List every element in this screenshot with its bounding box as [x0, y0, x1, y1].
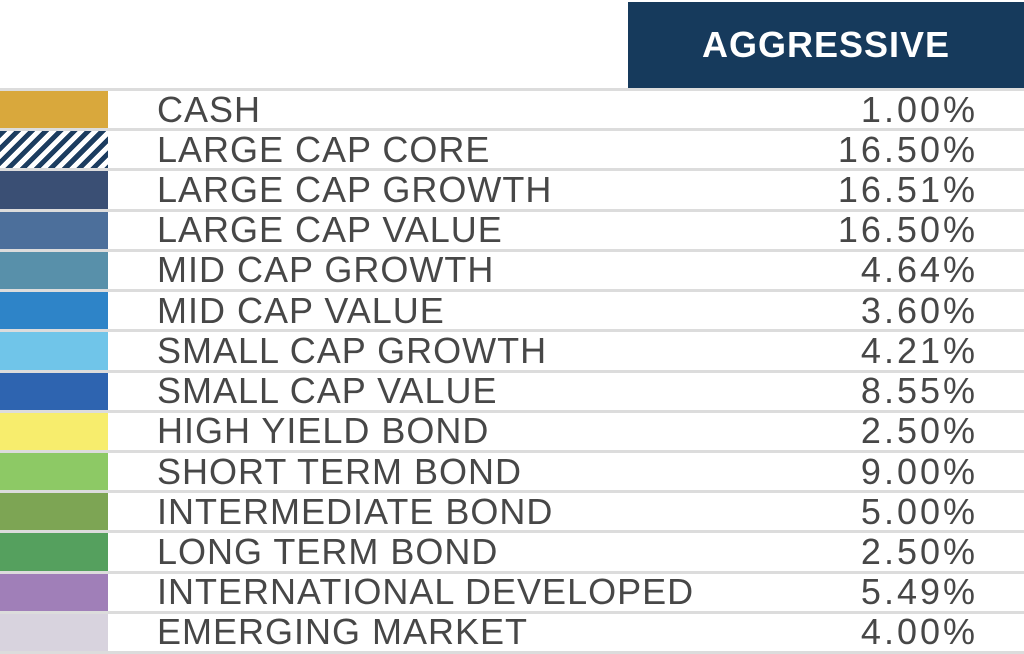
color-swatch-medium-slate-blue	[0, 211, 108, 249]
color-swatch-light-lavender	[0, 613, 108, 652]
allocation-percentage: 2.50%	[860, 410, 978, 452]
allocation-percentage: 4.64%	[860, 249, 978, 291]
allocation-percentage: 16.51%	[837, 169, 978, 211]
header-spacer	[0, 0, 628, 88]
table-row: MID CAP GROWTH 4.64%	[0, 248, 1024, 291]
asset-class-label: SHORT TERM BOND	[157, 450, 523, 492]
color-swatch-sky-blue	[0, 332, 108, 370]
asset-class-label: INTERMEDIATE BOND	[157, 490, 554, 532]
asset-class-label: EMERGING MARKET	[157, 611, 529, 653]
table-row: LONG TERM BOND 2.50%	[0, 530, 1024, 573]
table-row: SMALL CAP VALUE 8.55%	[0, 369, 1024, 412]
table-row: INTERNATIONAL DEVELOPED 5.49%	[0, 570, 1024, 613]
asset-class-label: LARGE CAP GROWTH	[157, 169, 553, 211]
color-swatch-bright-blue	[0, 292, 108, 330]
color-swatch-gold	[0, 91, 108, 129]
table-header-row: AGGRESSIVE	[0, 0, 1024, 88]
allocation-percentage: 16.50%	[837, 209, 978, 251]
asset-class-label: HIGH YIELD BOND	[157, 410, 490, 452]
color-swatch-dark-slate-blue	[0, 171, 108, 209]
table-row: EMERGING MARKET 4.00%	[0, 610, 1024, 653]
color-swatch-olive-green	[0, 493, 108, 531]
allocation-percentage: 5.49%	[860, 571, 978, 613]
table-row: MID CAP VALUE 3.60%	[0, 289, 1024, 331]
allocation-percentage: 4.21%	[860, 329, 978, 371]
table-row: SHORT TERM BOND 9.00%	[0, 449, 1024, 492]
allocation-percentage: 1.00%	[860, 88, 978, 130]
color-swatch-purple	[0, 573, 108, 611]
table-row: HIGH YIELD BOND 2.50%	[0, 409, 1024, 452]
color-swatch-light-green	[0, 452, 108, 491]
asset-class-label: SMALL CAP VALUE	[157, 370, 498, 412]
allocation-percentage: 5.00%	[860, 490, 978, 532]
asset-class-label: LARGE CAP VALUE	[157, 209, 503, 251]
table-row: LARGE CAP CORE 16.50%	[0, 128, 1024, 170]
color-swatch-navy-white-diagonal-stripes	[0, 131, 108, 169]
table-row: INTERMEDIATE BOND 5.00%	[0, 490, 1024, 532]
asset-class-label: SMALL CAP GROWTH	[157, 329, 548, 371]
asset-class-label: MID CAP VALUE	[157, 289, 445, 331]
allocation-percentage: 2.50%	[860, 531, 978, 573]
table-row: LARGE CAP VALUE 16.50%	[0, 208, 1024, 251]
table-row: LARGE CAP GROWTH 16.51%	[0, 168, 1024, 211]
color-swatch-green	[0, 533, 108, 571]
color-swatch-yellow	[0, 412, 108, 450]
asset-class-label: MID CAP GROWTH	[157, 249, 495, 291]
asset-class-label: INTERNATIONAL DEVELOPED	[157, 571, 695, 613]
asset-class-label: CASH	[157, 88, 262, 130]
allocation-percentage: 4.00%	[860, 611, 978, 653]
allocation-percentage: 9.00%	[860, 450, 978, 492]
allocation-percentage: 3.60%	[860, 289, 978, 331]
asset-class-label: LONG TERM BOND	[157, 531, 499, 573]
allocation-percentage: 16.50%	[837, 128, 978, 170]
asset-class-label: LARGE CAP CORE	[157, 128, 491, 170]
allocation-percentage: 8.55%	[860, 370, 978, 412]
table-row: SMALL CAP GROWTH 4.21%	[0, 329, 1024, 371]
column-header-aggressive: AGGRESSIVE	[628, 2, 1024, 88]
table-body: CASH 1.00% LARGE CAP CORE 16.50% LARGE CAP G…	[0, 88, 1024, 654]
color-swatch-royal-blue	[0, 372, 108, 410]
table-row: CASH 1.00%	[0, 88, 1024, 130]
color-swatch-steel-blue	[0, 251, 108, 290]
